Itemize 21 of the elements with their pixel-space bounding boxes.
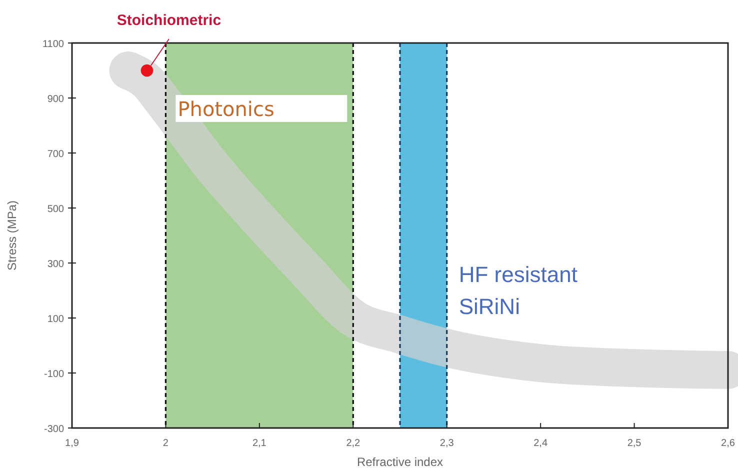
y-tick-label: 700 bbox=[47, 149, 64, 160]
x-tick-label: 2,2 bbox=[346, 438, 361, 449]
x-tick-label: 2,1 bbox=[252, 438, 267, 449]
x-tick-label: 2,6 bbox=[721, 438, 736, 449]
x-tick-label: 2 bbox=[162, 438, 169, 449]
band-label: Photonics bbox=[178, 97, 274, 121]
x-tick-label: 2,4 bbox=[534, 438, 548, 449]
annotation: Stoichiometric bbox=[116, 12, 222, 29]
y-tick-label: 900 bbox=[47, 94, 64, 105]
x-axis-title: Refractive index bbox=[356, 455, 444, 469]
x-tick-label: 2,3 bbox=[440, 438, 454, 449]
y-tick-label: -300 bbox=[44, 424, 64, 435]
x-tick-label: 1,9 bbox=[65, 438, 80, 449]
y-tick-label: 1100 bbox=[42, 39, 64, 50]
x-tick-label: 2,5 bbox=[627, 438, 642, 449]
y-axis-title: Stress (MPa) bbox=[5, 200, 19, 271]
y-tick-label: 300 bbox=[47, 259, 64, 270]
y-tick-label: 500 bbox=[47, 204, 64, 215]
y-tick-label: 100 bbox=[47, 314, 64, 325]
band-label: HF resistant SiRiNi bbox=[458, 262, 578, 319]
y-tick-label: -100 bbox=[44, 369, 64, 380]
